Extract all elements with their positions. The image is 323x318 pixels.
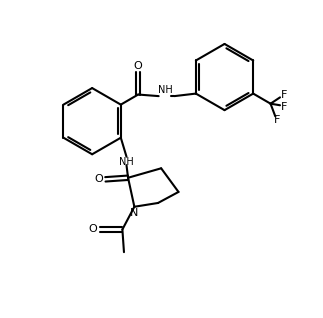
Text: O: O [134, 61, 142, 71]
Text: O: O [94, 174, 103, 184]
Text: F: F [281, 102, 287, 112]
Text: N: N [130, 208, 138, 218]
Text: F: F [281, 90, 287, 100]
Text: F: F [274, 115, 280, 125]
Text: O: O [89, 225, 97, 234]
Text: NH: NH [158, 86, 172, 95]
Text: NH: NH [119, 157, 134, 167]
